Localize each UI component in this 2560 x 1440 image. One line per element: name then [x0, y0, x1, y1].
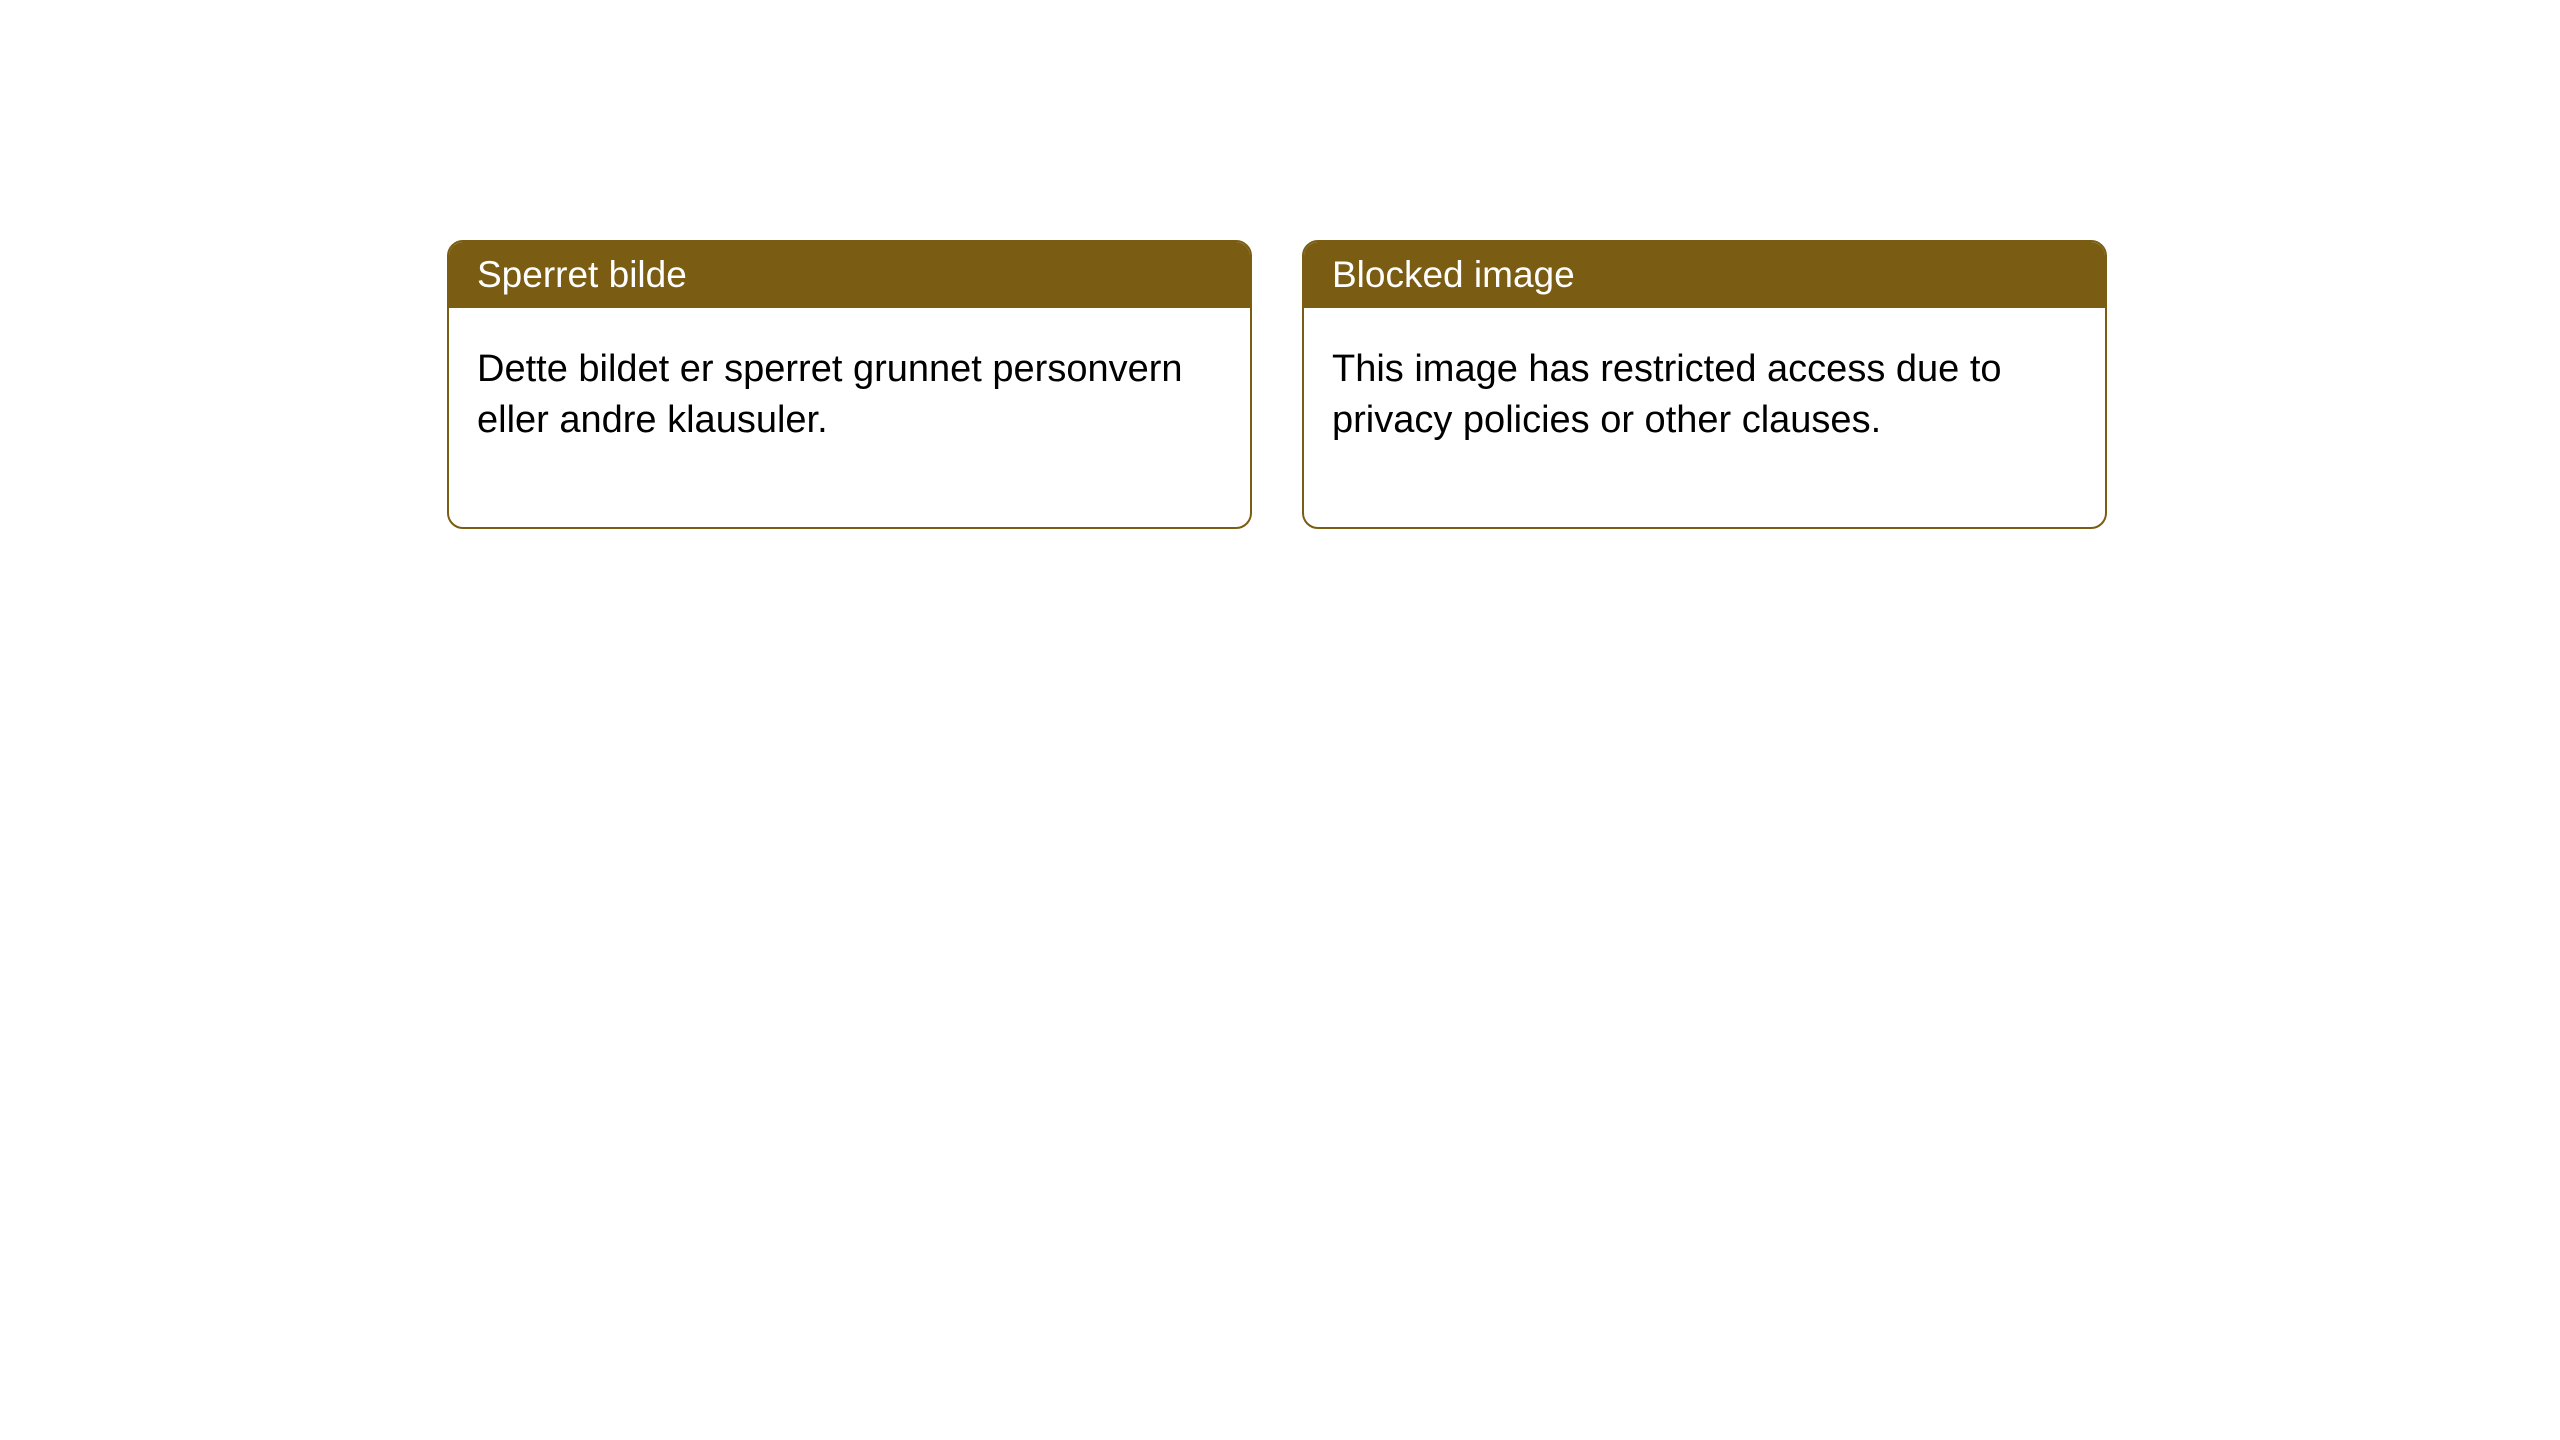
notice-container: Sperret bilde Dette bildet er sperret gr…: [0, 0, 2560, 529]
card-title: Sperret bilde: [477, 254, 687, 295]
card-body-text: This image has restricted access due to …: [1332, 348, 2002, 441]
blocked-image-card-no: Sperret bilde Dette bildet er sperret gr…: [447, 240, 1252, 529]
card-body-text: Dette bildet er sperret grunnet personve…: [477, 348, 1183, 441]
blocked-image-card-en: Blocked image This image has restricted …: [1302, 240, 2107, 529]
card-body: This image has restricted access due to …: [1304, 308, 2105, 527]
card-title: Blocked image: [1332, 254, 1575, 295]
card-body: Dette bildet er sperret grunnet personve…: [449, 308, 1250, 527]
card-header: Sperret bilde: [449, 242, 1250, 308]
card-header: Blocked image: [1304, 242, 2105, 308]
